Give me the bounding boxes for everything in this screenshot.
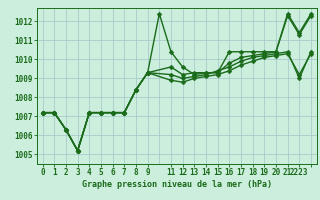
X-axis label: Graphe pression niveau de la mer (hPa): Graphe pression niveau de la mer (hPa) <box>82 180 272 189</box>
